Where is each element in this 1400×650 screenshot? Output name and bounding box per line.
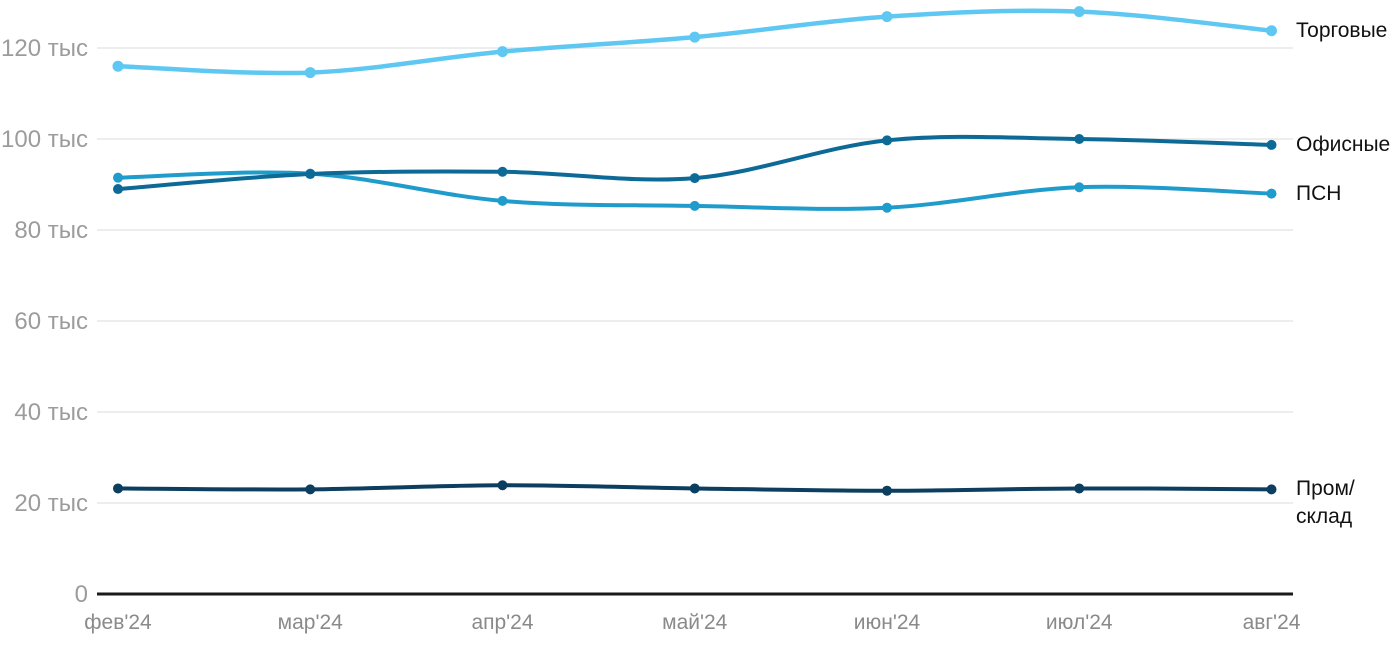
x-axis-tick-label: апр'24	[471, 611, 533, 634]
data-point[interactable]	[304, 67, 316, 79]
data-point[interactable]	[1266, 484, 1277, 495]
y-axis-tick-label: 100 тыс	[1, 126, 88, 153]
data-point[interactable]	[1074, 483, 1085, 494]
y-axis-tick-label: 0	[75, 581, 88, 608]
y-axis-tick-label: 80 тыс	[14, 217, 88, 244]
y-axis-tick-label: 40 тыс	[14, 399, 88, 426]
data-point[interactable]	[1266, 188, 1277, 199]
data-point[interactable]	[1074, 134, 1085, 144]
data-point[interactable]	[689, 483, 700, 494]
data-point[interactable]	[113, 483, 123, 494]
data-point[interactable]	[1266, 139, 1277, 150]
data-point[interactable]	[113, 172, 123, 183]
x-axis-tick-label: мар'24	[278, 611, 343, 634]
data-point[interactable]	[689, 200, 700, 211]
data-point[interactable]	[882, 135, 892, 146]
data-point[interactable]	[497, 166, 508, 177]
data-point[interactable]	[882, 202, 892, 213]
data-point[interactable]	[497, 46, 508, 58]
data-point[interactable]	[689, 31, 701, 43]
data-point[interactable]	[113, 184, 123, 195]
data-point[interactable]	[497, 480, 508, 491]
data-point[interactable]	[882, 485, 892, 496]
data-point[interactable]	[1266, 25, 1277, 37]
data-point[interactable]	[497, 195, 508, 206]
data-point[interactable]	[305, 169, 316, 180]
data-point[interactable]	[689, 173, 700, 184]
x-axis-tick-label: май'24	[662, 611, 728, 634]
y-axis-tick-label: 20 тыс	[14, 490, 88, 517]
x-axis-tick-label: авг'24	[1243, 611, 1301, 634]
data-point[interactable]	[112, 60, 124, 72]
data-point[interactable]	[1073, 6, 1085, 18]
data-point[interactable]	[881, 11, 893, 23]
data-point[interactable]	[305, 484, 316, 495]
y-axis-tick-label: 60 тыс	[14, 308, 88, 335]
data-point[interactable]	[1074, 182, 1085, 193]
x-axis-tick-label: июн'24	[854, 611, 921, 634]
x-axis-tick-label: фев'24	[84, 611, 152, 634]
x-axis-tick-label: июл'24	[1046, 611, 1113, 634]
y-axis-tick-label: 120 тыс	[1, 35, 88, 62]
